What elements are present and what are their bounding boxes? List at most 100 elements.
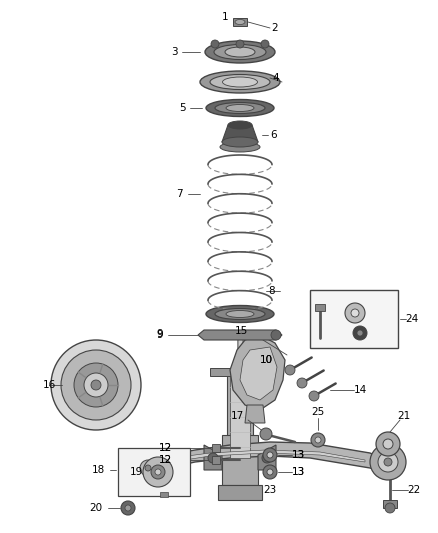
Text: 12: 12: [159, 455, 172, 465]
Polygon shape: [212, 456, 220, 464]
Circle shape: [263, 448, 277, 462]
Text: 22: 22: [407, 485, 420, 495]
Ellipse shape: [226, 104, 254, 111]
Circle shape: [384, 458, 392, 466]
Ellipse shape: [210, 75, 270, 90]
Ellipse shape: [225, 47, 255, 57]
Circle shape: [211, 40, 219, 48]
Polygon shape: [198, 330, 282, 340]
Polygon shape: [230, 335, 285, 410]
Circle shape: [140, 460, 156, 476]
Bar: [315, 304, 325, 311]
Polygon shape: [222, 435, 258, 485]
Polygon shape: [222, 125, 258, 142]
Text: 20: 20: [89, 503, 102, 513]
Text: 14: 14: [353, 385, 367, 395]
Polygon shape: [210, 368, 270, 376]
Ellipse shape: [228, 121, 252, 129]
Polygon shape: [258, 445, 276, 470]
Circle shape: [267, 452, 273, 458]
Ellipse shape: [235, 20, 245, 25]
Ellipse shape: [206, 305, 274, 322]
Text: 4: 4: [273, 73, 279, 83]
Circle shape: [383, 439, 393, 449]
Circle shape: [351, 309, 359, 317]
Circle shape: [297, 378, 307, 388]
Polygon shape: [245, 405, 265, 423]
Circle shape: [345, 303, 365, 323]
Bar: [160, 492, 168, 497]
Text: 17: 17: [231, 411, 244, 421]
Ellipse shape: [222, 137, 258, 147]
Text: 13: 13: [291, 450, 304, 460]
Text: 19: 19: [129, 467, 143, 477]
Circle shape: [91, 380, 101, 390]
Circle shape: [132, 452, 164, 484]
Bar: [233, 18, 247, 26]
Bar: [383, 500, 397, 508]
Circle shape: [121, 501, 135, 515]
Ellipse shape: [220, 142, 260, 152]
Text: 8: 8: [268, 286, 276, 296]
Circle shape: [61, 350, 131, 420]
Circle shape: [262, 453, 272, 463]
Ellipse shape: [206, 100, 274, 117]
Polygon shape: [204, 445, 222, 470]
Text: 24: 24: [406, 314, 419, 324]
Ellipse shape: [200, 71, 280, 93]
Bar: [118, 448, 190, 496]
Text: 9: 9: [156, 329, 163, 339]
Text: 25: 25: [311, 407, 325, 417]
Circle shape: [261, 40, 269, 48]
Polygon shape: [240, 347, 277, 400]
Circle shape: [74, 363, 118, 407]
Text: 10: 10: [259, 355, 272, 365]
Text: 9: 9: [156, 330, 163, 340]
Text: 18: 18: [92, 465, 105, 475]
Text: 13: 13: [291, 467, 304, 477]
Circle shape: [208, 453, 218, 463]
Circle shape: [315, 437, 321, 443]
Text: 16: 16: [43, 380, 56, 390]
Text: 13: 13: [291, 467, 304, 477]
Circle shape: [236, 40, 244, 48]
Text: 10: 10: [259, 355, 272, 365]
Circle shape: [84, 373, 108, 397]
Circle shape: [271, 330, 281, 340]
Polygon shape: [148, 442, 385, 475]
Bar: [310, 290, 398, 348]
Ellipse shape: [215, 102, 265, 114]
Circle shape: [376, 432, 400, 456]
Circle shape: [285, 365, 295, 375]
Circle shape: [151, 465, 165, 479]
Circle shape: [143, 457, 173, 487]
Circle shape: [370, 444, 406, 480]
Circle shape: [353, 326, 367, 340]
Bar: [227, 370, 253, 460]
Text: 13: 13: [291, 450, 304, 460]
Text: 5: 5: [180, 103, 186, 113]
Circle shape: [51, 340, 141, 430]
Ellipse shape: [226, 311, 254, 318]
Polygon shape: [212, 444, 220, 452]
Polygon shape: [172, 450, 365, 462]
Text: 15: 15: [235, 326, 248, 336]
Text: 2: 2: [272, 23, 278, 33]
Text: 12: 12: [159, 455, 172, 465]
Circle shape: [263, 465, 277, 479]
Text: 6: 6: [271, 130, 277, 140]
Text: 12: 12: [159, 443, 172, 453]
Circle shape: [311, 433, 325, 447]
Text: 7: 7: [177, 189, 183, 199]
Circle shape: [357, 330, 363, 336]
Text: 21: 21: [397, 411, 411, 421]
Circle shape: [260, 428, 272, 440]
Text: 1: 1: [222, 12, 228, 22]
Polygon shape: [218, 485, 262, 500]
Ellipse shape: [205, 41, 275, 63]
Ellipse shape: [223, 77, 258, 87]
Circle shape: [385, 503, 395, 513]
Text: 23: 23: [263, 485, 277, 495]
Ellipse shape: [214, 44, 266, 60]
Circle shape: [309, 391, 319, 401]
